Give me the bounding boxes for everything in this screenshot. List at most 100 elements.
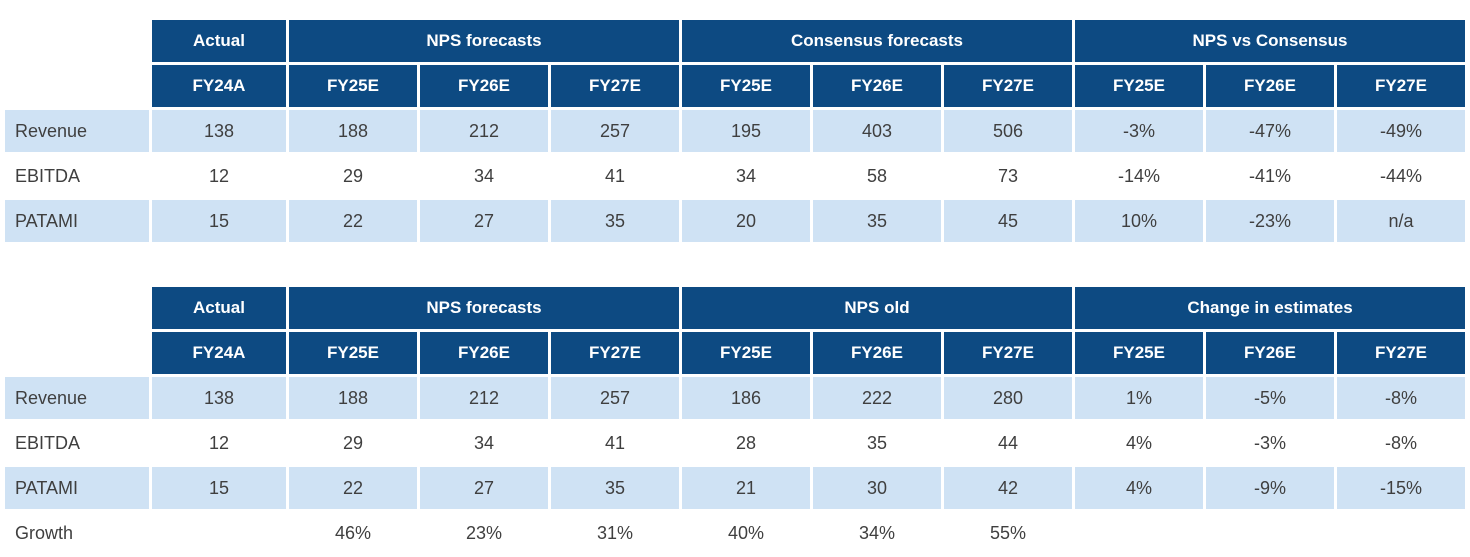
value-cell — [1075, 512, 1203, 554]
value-cell: 30 — [813, 467, 941, 509]
row-label-revenue: Revenue — [5, 377, 149, 419]
row-label-growth: Growth — [15, 522, 74, 543]
group-header-nps-forecasts: NPS forecasts — [289, 287, 679, 329]
col-header-fy26e-2: FY26E — [420, 65, 548, 107]
row-label-patami: PATAMI — [5, 200, 149, 242]
col-header-fy27e-9: FY27E — [1337, 332, 1465, 374]
value-cell: 29 — [342, 165, 364, 186]
value-cell: 21 — [682, 467, 810, 509]
col-header-fy25e-4: FY25E — [682, 65, 810, 107]
value-cell: 58 — [866, 165, 888, 186]
group-header-consensus-forecasts: Consensus forecasts — [682, 20, 1072, 62]
row-label-ebitda: EBITDA — [15, 165, 81, 186]
value-cell: 15 — [152, 200, 286, 242]
value-cell: 41 — [604, 165, 626, 186]
value-cell: 4% — [1125, 432, 1152, 453]
value-cell: 46% — [334, 522, 372, 543]
row-label-ebitda: EBITDA — [15, 432, 81, 453]
value-cell: 22 — [289, 200, 417, 242]
value-cell: 212 — [420, 377, 548, 419]
value-cell: 35 — [551, 200, 679, 242]
table-change-in-estimates: Actual NPS forecasts NPS old Change in esti… — [2, 284, 1468, 557]
group-header-nps-forecasts: NPS forecasts — [289, 20, 679, 62]
table-row-ebitda: EBITDA 12 29 34 41 28 35 44 4% -3% -8% — [5, 422, 1465, 464]
group-header-change-in-estimates: Change in estimates — [1075, 287, 1465, 329]
col-header-fy27e-6: FY27E — [944, 332, 1072, 374]
table-row-revenue: Revenue 138 188 212 257 186 222 280 1% -5% -8% — [5, 377, 1465, 419]
group-header-nps-vs-consensus: NPS vs Consensus — [1075, 20, 1465, 62]
value-cell: 40% — [727, 522, 765, 543]
value-cell — [1206, 512, 1334, 554]
value-cell: 20 — [682, 200, 810, 242]
col-header-fy27e-6: FY27E — [944, 65, 1072, 107]
value-cell: 34 — [473, 165, 495, 186]
value-cell: 35 — [813, 200, 941, 242]
col-header-fy25e-1: FY25E — [289, 332, 417, 374]
col-header-fy27e-9: FY27E — [1337, 65, 1465, 107]
value-cell: 23% — [465, 522, 503, 543]
value-cell: 35 — [551, 467, 679, 509]
value-cell: -49% — [1337, 110, 1465, 152]
corner-cell — [5, 287, 149, 329]
col-header-fy25e-7: FY25E — [1075, 65, 1203, 107]
value-cell: -3% — [1075, 110, 1203, 152]
value-cell: -3% — [1253, 432, 1286, 453]
value-cell: -9% — [1206, 467, 1334, 509]
value-cell: -44% — [1379, 165, 1423, 186]
value-cell: 34 — [735, 165, 757, 186]
value-cell: 188 — [289, 377, 417, 419]
value-cell: 10% — [1075, 200, 1203, 242]
value-cell: -15% — [1337, 467, 1465, 509]
col-header-fy26e-2: FY26E — [420, 332, 548, 374]
group-header-actual: Actual — [152, 287, 286, 329]
value-cell: 257 — [551, 110, 679, 152]
value-cell: -23% — [1206, 200, 1334, 242]
value-cell: 34 — [473, 432, 495, 453]
group-header-nps-old: NPS old — [682, 287, 1072, 329]
value-cell: 29 — [342, 432, 364, 453]
value-cell: 186 — [682, 377, 810, 419]
value-cell: 195 — [682, 110, 810, 152]
group-header-row: Actual NPS forecasts Consensus forecasts NP… — [5, 20, 1465, 62]
row-label-patami: PATAMI — [5, 467, 149, 509]
col-header-fy25e-1: FY25E — [289, 65, 417, 107]
value-cell: 212 — [420, 110, 548, 152]
col-header-fy27e-3: FY27E — [551, 332, 679, 374]
column-header-row: FY24A FY25E FY26E FY27E FY25E FY26E FY27E FY25E… — [5, 332, 1465, 374]
value-cell: 15 — [152, 467, 286, 509]
value-cell: 12 — [208, 432, 230, 453]
corner-cell — [5, 20, 149, 62]
value-cell: -47% — [1206, 110, 1334, 152]
value-cell: 12 — [208, 165, 230, 186]
value-cell: 35 — [866, 432, 888, 453]
value-cell: n/a — [1337, 200, 1465, 242]
col-header-fy27e-3: FY27E — [551, 65, 679, 107]
value-cell: 188 — [289, 110, 417, 152]
col-header-fy26e-5: FY26E — [813, 65, 941, 107]
value-cell: 1% — [1075, 377, 1203, 419]
value-cell: 55% — [989, 522, 1027, 543]
table-row-patami: PATAMI 15 22 27 35 20 35 45 10% -23% n/a — [5, 200, 1465, 242]
value-cell: 31% — [596, 522, 634, 543]
col-header-fy24a-0: FY24A — [152, 65, 286, 107]
value-cell: 138 — [152, 377, 286, 419]
value-cell: 506 — [944, 110, 1072, 152]
col-header-fy26e-8: FY26E — [1206, 332, 1334, 374]
value-cell: 42 — [944, 467, 1072, 509]
value-cell: 41 — [604, 432, 626, 453]
col-header-fy25e-7: FY25E — [1075, 332, 1203, 374]
value-cell: 27 — [420, 200, 548, 242]
col-header-fy24a-0: FY24A — [152, 332, 286, 374]
value-cell: 28 — [735, 432, 757, 453]
value-cell: 45 — [944, 200, 1072, 242]
value-cell: 27 — [420, 467, 548, 509]
value-cell: 280 — [944, 377, 1072, 419]
value-cell: 222 — [813, 377, 941, 419]
col-header-fy26e-8: FY26E — [1206, 65, 1334, 107]
value-cell: 403 — [813, 110, 941, 152]
table-row-patami: PATAMI 15 22 27 35 21 30 42 4% -9% -15% — [5, 467, 1465, 509]
value-cell: -5% — [1206, 377, 1334, 419]
value-cell: 257 — [551, 377, 679, 419]
table-row-ebitda: EBITDA 12 29 34 41 34 58 73 -14% -41% -44% — [5, 155, 1465, 197]
